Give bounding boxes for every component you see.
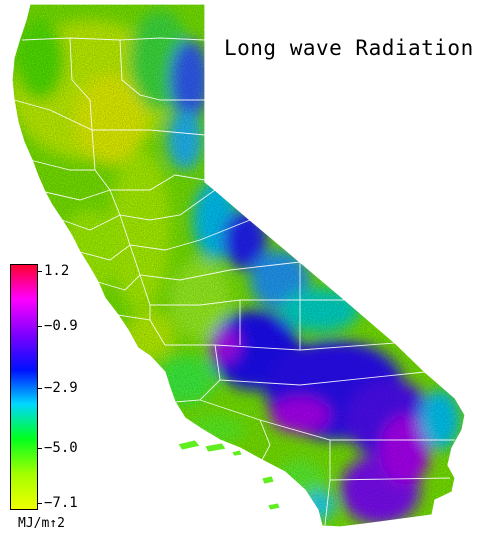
legend-tick-mark <box>38 388 42 389</box>
legend-tick-label: −0.9 <box>44 318 78 334</box>
county-boundaries <box>13 37 455 526</box>
map-title: Long wave Radiation <box>224 36 474 60</box>
legend-tick-mark <box>38 448 42 449</box>
legend-tick-label-max: 1.2 <box>44 263 70 279</box>
channel-islands <box>177 439 281 511</box>
legend-units: MJ/m↑2 <box>18 516 65 531</box>
legend-tick-label-min: −7.1 <box>44 495 78 511</box>
legend-tick-label: −2.9 <box>44 380 78 396</box>
legend-tick-mark <box>38 503 42 504</box>
legend-tick-mark <box>38 326 42 327</box>
legend-tick-label: −5.0 <box>44 440 78 456</box>
color-scale-bar <box>10 264 38 510</box>
legend-tick-mark <box>38 271 42 272</box>
